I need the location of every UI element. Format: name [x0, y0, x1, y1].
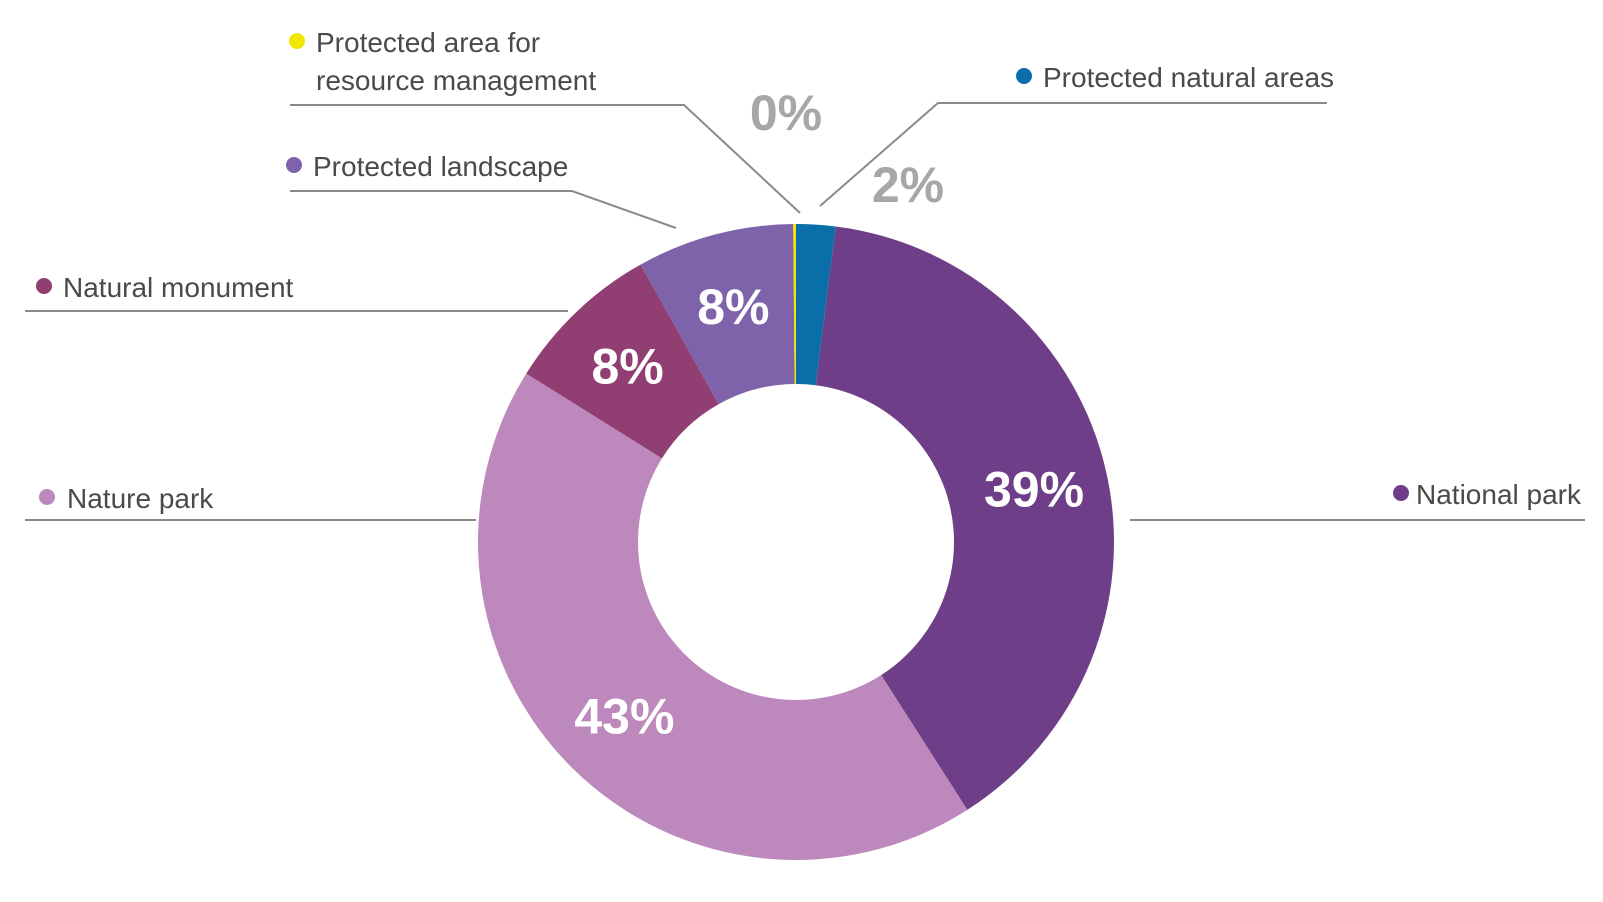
leader-line-protected-landscape	[290, 190, 677, 229]
value-label-protected-area-for-resource-management: 0%	[750, 85, 822, 141]
legend-label-protected-area-for-resource-management-line1: Protected area for	[316, 27, 540, 58]
slice-protected-area-for-resource-management	[793, 224, 796, 385]
legend: Protected area for resource management Pro…	[36, 27, 1582, 514]
leader-line-protected-area-for-resource-management	[290, 104, 801, 214]
value-labels: 2% 39% 43% 8% 8% 0%	[574, 85, 1084, 744]
slice-natural-monument	[526, 264, 719, 459]
legend-dot-natural-monument	[36, 278, 52, 294]
legend-label-protected-landscape: Protected landscape	[313, 151, 568, 182]
legend-dot-national-park	[1393, 485, 1409, 501]
value-label-protected-natural-areas: 2%	[872, 157, 944, 213]
leader-line-protected-natural-areas	[819, 102, 1327, 207]
slices-layer	[478, 224, 1114, 860]
slice-protected-natural-areas	[796, 224, 836, 386]
slice-nature-park	[478, 373, 968, 860]
legend-label-national-park: National park	[1416, 479, 1582, 510]
legend-dot-protected-natural-areas	[1016, 68, 1032, 84]
legend-label-nature-park: Nature park	[67, 483, 214, 514]
value-label-nature-park: 43%	[574, 688, 674, 744]
slice-national-park	[815, 226, 1114, 810]
value-label-national-park: 39%	[984, 461, 1084, 517]
legend-label-protected-area-for-resource-management-line2: resource management	[316, 65, 596, 96]
value-label-natural-monument: 8%	[591, 338, 663, 394]
legend-dot-protected-landscape	[286, 157, 302, 173]
slice-protected-landscape	[640, 224, 795, 405]
legend-dot-nature-park	[39, 489, 55, 505]
legend-dot-protected-area-for-resource-management	[289, 33, 305, 49]
leader-lines	[25, 102, 1585, 521]
legend-label-protected-natural-areas: Protected natural areas	[1043, 62, 1334, 93]
legend-label-natural-monument: Natural monument	[63, 272, 294, 303]
value-label-protected-landscape: 8%	[697, 279, 769, 335]
